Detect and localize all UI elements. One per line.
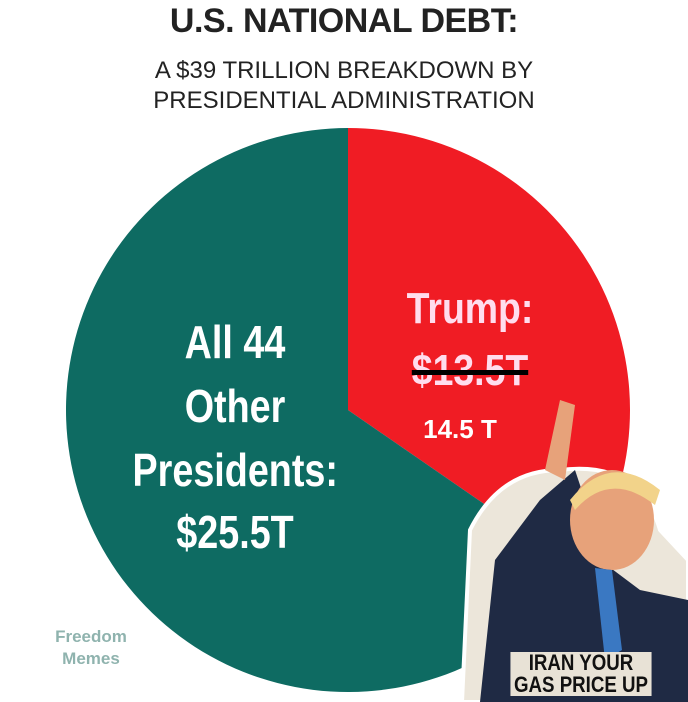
chart-title: U.S. NATIONAL DEBT: — [169, 2, 519, 40]
suit — [480, 470, 688, 702]
hand — [545, 400, 575, 480]
hair — [570, 472, 660, 510]
sticker — [459, 400, 688, 702]
annotation: 14.5 T — [423, 414, 497, 444]
chart-subtitle: A $39 TRILLION BREAKDOWN BY PRESIDENTIAL… — [153, 57, 535, 114]
value-label: $25.5T — [176, 506, 294, 558]
pie-slice — [65, 128, 581, 692]
sticker-caption: IRAN YOUR GAS PRICE UP — [510, 652, 652, 696]
value-label: $13.5T — [411, 346, 529, 395]
slice-label: All 44 Other Presidents: — [132, 316, 338, 496]
watermark: Freedom Memes — [55, 627, 127, 668]
tie — [595, 568, 622, 660]
slice-label: Trump: — [406, 284, 534, 333]
